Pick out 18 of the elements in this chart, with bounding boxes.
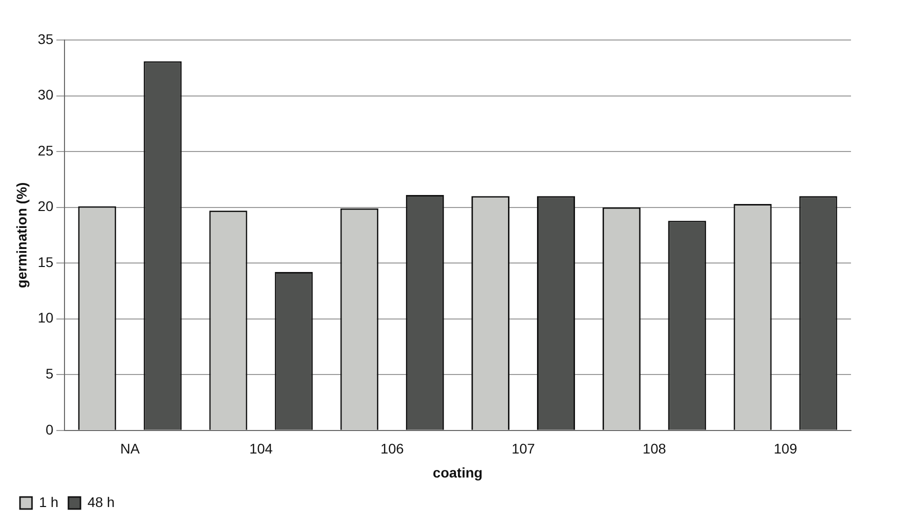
y-axis-title: germination (%) (13, 182, 30, 288)
y-tick-label: 30 (38, 86, 54, 103)
x-tick-label: 108 (642, 440, 666, 457)
legend-label: 1 h (39, 494, 58, 510)
x-tick-label: 107 (512, 440, 536, 457)
y-tick-label: 25 (38, 142, 54, 158)
x-axis-title: coating (432, 464, 483, 480)
y-tick-label: 10 (38, 310, 54, 326)
x-tick-label: 104 (249, 440, 273, 457)
x-tick-label: 106 (380, 440, 404, 457)
y-tick-label: 0 (46, 421, 54, 438)
x-tick-label: 109 (774, 440, 798, 457)
legend-label: 48 h (87, 494, 115, 510)
y-tick-label: 5 (46, 365, 54, 382)
y-tick-label: 15 (38, 254, 54, 270)
y-tick-label: 20 (38, 198, 54, 214)
y-tick-label: 35 (38, 30, 54, 47)
x-tick-label: NA (120, 440, 140, 457)
